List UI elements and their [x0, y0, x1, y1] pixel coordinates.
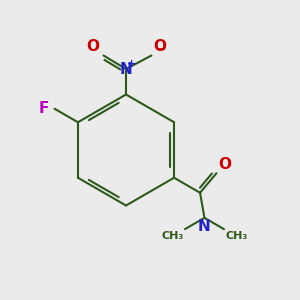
Text: O: O — [218, 157, 231, 172]
Text: CH₃: CH₃ — [161, 231, 184, 241]
Text: +: + — [127, 58, 136, 69]
Text: O: O — [87, 39, 100, 54]
Text: CH₃: CH₃ — [226, 231, 248, 241]
Text: F: F — [39, 101, 49, 116]
Text: N: N — [198, 219, 211, 234]
Text: −: − — [156, 42, 167, 56]
Text: O: O — [153, 39, 166, 54]
Text: N: N — [120, 61, 132, 76]
